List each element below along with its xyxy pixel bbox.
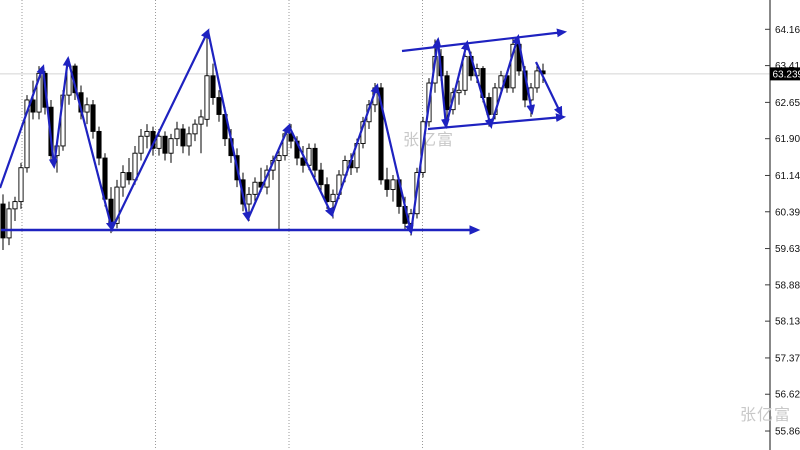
candle-body	[288, 133, 294, 142]
candle-body	[90, 104, 96, 132]
watermark-text: 张亿富	[403, 131, 454, 149]
candle-body	[318, 169, 324, 186]
candle-body	[168, 138, 174, 154]
candle-body	[162, 135, 168, 154]
candle-body	[216, 97, 222, 115]
zigzag-trendline[interactable]	[465, 42, 494, 129]
candle-body	[114, 186, 120, 224]
grid-lines	[21, 0, 584, 450]
candle-body	[24, 99, 30, 169]
candle-body	[138, 135, 144, 154]
candle-body	[30, 99, 36, 113]
axis-price-label: 56.620	[775, 390, 800, 401]
axis-price-label: 59.630	[775, 244, 800, 255]
candle-body	[186, 133, 192, 147]
channel-lower-line[interactable]	[427, 113, 567, 131]
candle-body	[0, 203, 6, 239]
zigzag-trendline[interactable]	[246, 123, 291, 220]
candle-body	[12, 201, 18, 210]
axis-price-label: 58.130	[775, 317, 800, 328]
zigzag-trendline[interactable]	[375, 85, 414, 235]
candle-body	[462, 55, 468, 91]
zigzag-trendline[interactable]	[111, 28, 210, 230]
zigzag-trendline[interactable]	[489, 34, 521, 127]
axis-price-label: 58.880	[775, 280, 800, 291]
axis-price-label: 62.650	[775, 98, 800, 109]
candle-body	[534, 70, 540, 89]
channel-upper-line[interactable]	[401, 28, 568, 53]
candle-body	[276, 155, 282, 161]
candle-body	[384, 179, 390, 190]
axis-price-label: 63.410	[775, 61, 800, 72]
candle-body	[84, 104, 90, 113]
zigzag-trendline[interactable]	[66, 58, 115, 232]
axis-price-label: 64.160	[775, 25, 800, 36]
candle-body	[18, 167, 24, 203]
candle-body	[378, 87, 384, 181]
candle-body	[174, 128, 180, 140]
candle-body	[144, 130, 150, 137]
axis-price-label: 55.860	[775, 427, 800, 438]
zigzag-trendline[interactable]	[0, 64, 45, 189]
candle-body	[330, 193, 336, 203]
candle-body	[132, 152, 138, 181]
zigzag-trendline[interactable]	[330, 83, 379, 216]
drawing-annotations[interactable]	[0, 28, 568, 235]
zigzag-trendline[interactable]	[535, 61, 563, 117]
current-price-tag-label: 63.239	[773, 69, 800, 80]
zigzag-trendline[interactable]	[41, 66, 58, 170]
candle-body	[204, 75, 210, 120]
axis-price-label: 61.140	[775, 171, 800, 182]
candle-body	[192, 123, 198, 135]
candle-body	[246, 193, 252, 205]
candle-body	[312, 147, 318, 171]
zigzag-trendline[interactable]	[52, 55, 72, 167]
zigzag-trendline[interactable]	[288, 125, 334, 218]
zigzag-trendline[interactable]	[444, 40, 470, 127]
candle-body	[486, 97, 492, 115]
candle-body	[210, 75, 216, 98]
axis-price-label: 60.390	[775, 207, 800, 218]
candle-body	[126, 172, 132, 181]
zigzag-trendline[interactable]	[206, 30, 251, 223]
candle-body	[444, 75, 450, 111]
zigzag-trendline[interactable]	[516, 36, 536, 116]
candle-body	[96, 130, 102, 159]
axis-price-label: 57.370	[775, 353, 800, 364]
candle-body	[252, 181, 258, 195]
candle-body	[324, 184, 330, 203]
axis-price-label: 61.900	[775, 134, 800, 145]
candle-body	[456, 89, 462, 94]
zigzag-trendline[interactable]	[409, 36, 442, 233]
price-axis[interactable]: 64.160 63.410 62.650 61.900 61.140 60.390 59.6…	[765, 0, 800, 450]
candle-body	[498, 75, 504, 89]
candle-body	[6, 208, 12, 239]
candlestick-series	[0, 34, 546, 251]
zigzag-trendline[interactable]	[436, 39, 450, 130]
candle-body	[120, 172, 126, 188]
watermark-text: 张亿富	[740, 406, 791, 424]
current-price-tag	[770, 67, 800, 81]
candle-body	[180, 128, 186, 147]
candle-body	[156, 135, 162, 149]
candle-body	[198, 116, 204, 125]
candle-body	[390, 179, 396, 190]
